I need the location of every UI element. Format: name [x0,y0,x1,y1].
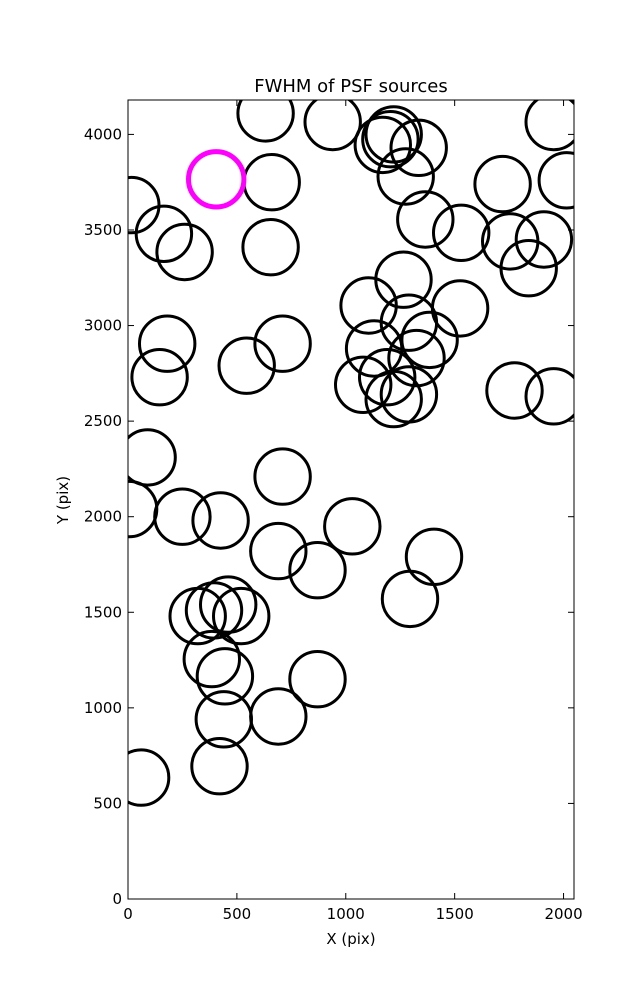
chart-title: FWHM of PSF sources [254,76,448,97]
source-marker [524,367,574,426]
y-axis-label: Y (pix) [54,476,72,525]
source-marker [537,151,574,210]
source-marker [253,447,312,506]
y-tick-label: 2500 [84,412,122,430]
y-tick-label: 2000 [84,508,122,526]
source-marker [128,748,171,807]
source-marker [212,586,271,646]
x-tick-label: 0 [123,905,133,923]
x-tick-label: 1000 [327,905,365,923]
y-tick-label: 4000 [84,125,122,143]
x-tick-label: 500 [223,905,252,923]
source-marker [249,521,308,581]
source-marker [288,541,347,600]
source-marker [303,100,362,152]
source-marker [191,491,250,550]
highlighted-source-marker [186,149,247,210]
source-marker [499,239,558,298]
x-tick-label: 2000 [544,905,582,923]
source-marker [432,203,491,263]
plot-frame [127,99,575,900]
source-marker [396,190,455,249]
source-marker [217,336,276,395]
source-marker [514,210,574,269]
source-marker [253,314,312,373]
source-marker [241,218,300,277]
source-marker [380,569,440,629]
y-tick-label: 1000 [84,699,122,717]
source-marker [339,276,398,335]
source-marker [389,118,448,178]
source-marker [128,428,177,487]
y-tick-label: 3500 [84,221,122,239]
source-marker [379,365,439,424]
source-marker [473,154,532,214]
source-marker [236,100,295,143]
source-marker [485,361,544,420]
sources-layer [128,100,574,807]
source-marker [134,204,194,264]
source-marker [182,629,242,689]
source-marker [199,575,258,634]
x-axis-label: X (pix) [326,930,375,948]
x-tick-label: 1500 [436,905,474,923]
source-marker [184,581,244,640]
source-marker [323,497,382,556]
source-marker [155,222,214,282]
y-axis-ticks: 0 500 1000 1500 2000 2500 3000 3500 4000 [84,125,574,908]
source-marker [524,100,574,152]
y-tick-label: 500 [93,794,122,812]
y-tick-label: 3000 [84,317,122,335]
source-marker [344,319,404,378]
source-marker [334,355,393,414]
source-marker [288,650,347,709]
source-marker [358,348,417,407]
source-marker [361,110,420,169]
source-marker [130,348,189,407]
source-marker [376,147,435,206]
source-marker [190,737,249,796]
y-tick-label: 0 [112,890,122,908]
y-tick-label: 1500 [84,603,122,621]
x-axis-ticks: 0 500 1000 1500 2000 [123,100,583,923]
source-marker [249,687,308,746]
source-marker [195,647,255,706]
source-marker [153,487,212,546]
source-marker [138,314,197,373]
source-marker [353,115,412,175]
